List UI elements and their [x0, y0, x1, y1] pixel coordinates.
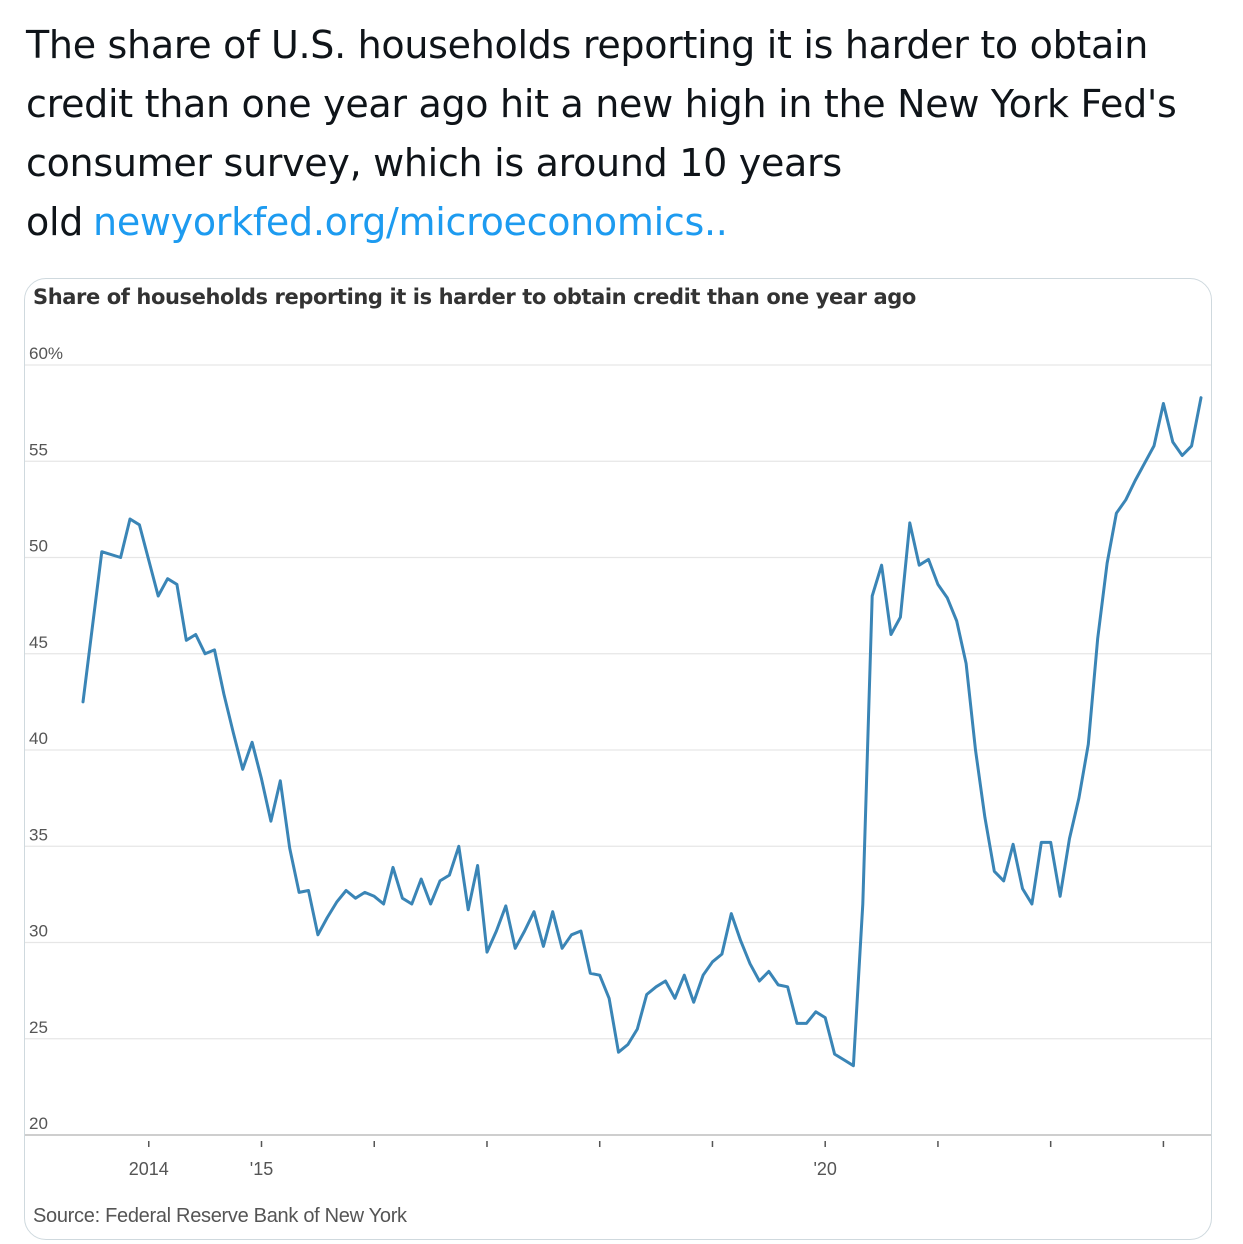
y-tick-label: 45 [29, 633, 48, 652]
y-tick-label: 60% [29, 344, 63, 363]
y-tick-label: 55 [29, 440, 48, 459]
x-tick-label: 2014 [129, 1159, 169, 1179]
chart-image-card[interactable]: 60% 55 50 45 40 35 30 25 20 2014 '15 '20 Share of h… [24, 278, 1212, 1240]
chart-source: Source: Federal Reserve Bank of New York [33, 1205, 407, 1227]
tweet-body: The share of U.S. households reporting i… [26, 23, 1177, 244]
y-tick-label: 40 [29, 729, 48, 748]
tweet-text: The share of U.S. households reporting i… [26, 16, 1206, 252]
y-tick-label: 50 [29, 537, 48, 556]
x-tick-label: '20 [813, 1159, 836, 1179]
y-tick-label: 30 [29, 922, 48, 941]
x-tick-label: '15 [250, 1159, 273, 1179]
y-tick-label: 20 [29, 1114, 48, 1133]
y-tick-label: 25 [29, 1018, 48, 1037]
line-chart: 60% 55 50 45 40 35 30 25 20 2014 '15 '20 [25, 344, 1211, 1179]
chart-title: Share of households reporting it is hard… [33, 285, 916, 309]
series-line [81, 396, 1203, 1068]
tweet-link[interactable]: newyorkfed.org/microeconomics.. [93, 200, 728, 244]
y-tick-label: 35 [29, 825, 48, 844]
